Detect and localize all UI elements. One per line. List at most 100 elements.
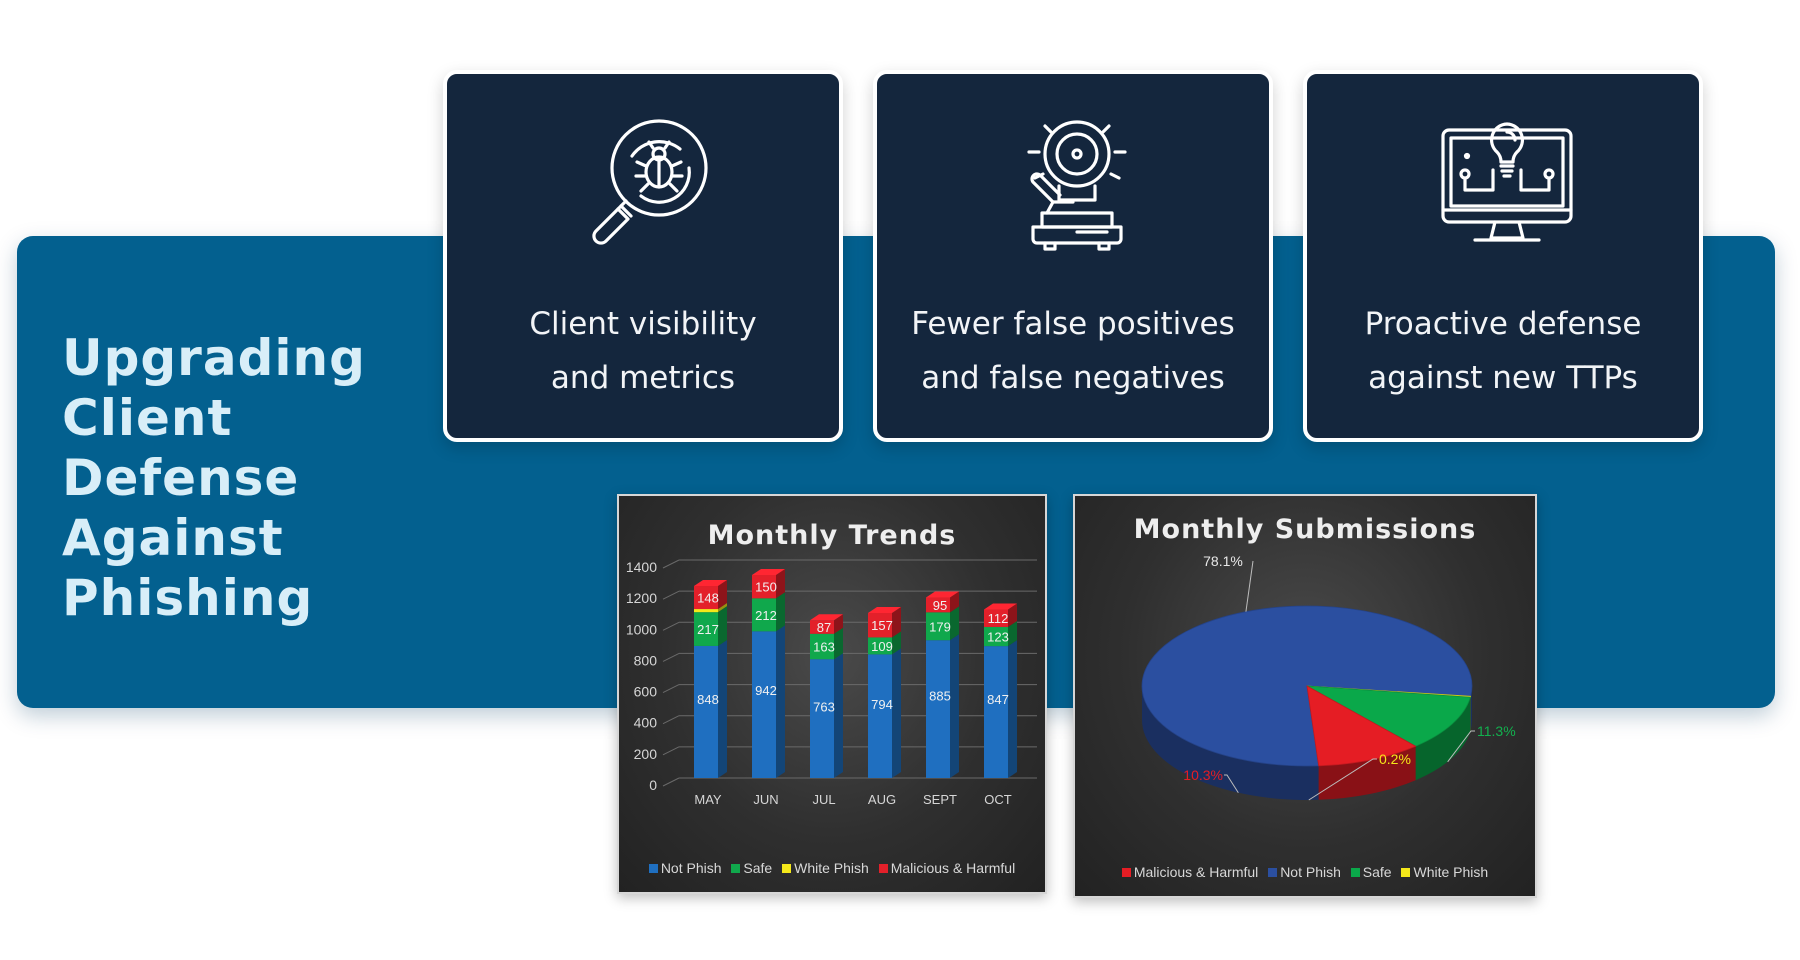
gridline-depth [662,715,680,725]
gridline-depth [662,777,680,787]
feature-card-visibility: Client visibility and metrics [443,70,843,442]
bar-segment-side [834,614,843,634]
bar-segment-side [892,606,901,638]
headline-line: Against [62,509,284,567]
pie-slice-side [1470,686,1472,731]
y-tick-label: 0 [649,777,657,793]
legend-swatch [782,864,792,873]
pie-data-label: 10.3% [1183,767,1223,783]
y-tick-label: 800 [634,652,658,668]
card-title-line1: Fewer false positives [911,306,1235,342]
headline-line: Upgrading [62,329,366,387]
x-tick-label: OCT [984,792,1012,807]
legend-item: Safe [731,860,772,876]
alarm-bell-icon [1027,120,1127,251]
bar-top-face [926,591,959,598]
bar-segment-side [892,631,901,655]
legend-item: Not Phish [648,860,722,876]
y-tick-label: 1200 [626,590,657,606]
data-label: 87 [817,620,831,635]
bar-segment-side [892,648,901,778]
gridline-depth [662,684,680,694]
x-tick-label: MAY [694,792,722,807]
bar-segment-front [810,659,834,778]
gridline-depth [662,746,680,756]
bar-segment-front [984,609,1008,627]
bar-segment-side [718,580,727,610]
bar-top-face [984,603,1017,610]
data-label: 212 [755,608,777,623]
bar-segment-side [950,634,959,778]
bar-segment-front [984,626,1008,647]
card-title-line2: and metrics [550,360,736,396]
pie-data-label: 0.2% [1379,751,1411,767]
x-tick-label: AUG [868,792,896,807]
pie-slice [1306,685,1471,747]
gridline-depth [662,559,680,569]
bar-segment-front [694,609,718,613]
y-tick-label: 1000 [626,621,657,637]
bar-segment-side [834,627,843,660]
bar-segment-front [694,586,718,610]
bar-segment-front [926,640,950,778]
gridline-depth [662,652,680,662]
bar-top-face [752,568,785,575]
headline-line: Phishing [62,569,314,627]
pie-leader-line [1308,758,1377,801]
pie-leader-line [1224,774,1239,794]
y-tick-label: 400 [634,715,658,731]
data-label: 885 [929,688,951,703]
pie-chart-legend: Malicious & Harmful Not Phish Safe White… [1075,864,1535,880]
legend-item: Safe [1350,864,1392,880]
bar-top-face [694,580,727,587]
bar-segment-front [868,637,892,655]
data-label: 157 [871,618,893,633]
bar-segment-side [776,568,785,599]
magnifier-bug-icon [592,119,708,245]
monthly-trends-chart: Monthly Trends 0 200 400 600 800 1000 1200 1400… [617,494,1047,894]
data-label: 109 [871,639,893,654]
bar-chart-legend: Not Phish Safe White Phish Malicious & H… [619,860,1045,876]
pie-slice [1141,605,1473,767]
card-title-line1: Client visibility [529,306,757,342]
data-label: 847 [987,692,1009,707]
legend-item: White Phish [782,860,869,876]
data-label: 179 [929,619,951,634]
bar-segment-side [718,603,727,613]
bar-segment-front [926,597,950,613]
data-label: 848 [697,692,719,707]
legend-swatch [648,864,658,873]
chart-title: Monthly Trends [707,520,957,551]
page-headline: Upgrading Client Defense Against Phishin… [62,328,422,628]
bar-segment-side [776,592,785,632]
data-label: 942 [755,683,777,698]
data-label: 123 [987,630,1009,645]
feature-card-proactive: Proactive defense against new TTPs [1303,70,1703,442]
bar-segment-side [1008,603,1017,627]
bar-segment-side [1008,640,1017,778]
legend-label: Malicious & Harmful [890,860,1016,876]
bar-segment-front [868,612,892,638]
legend-swatch [1350,868,1360,877]
card-title-line2: against new TTPs [1368,360,1638,396]
bar-segment-side [718,606,727,646]
pie-data-label: 11.3% [1477,723,1516,739]
legend-swatch [878,864,888,873]
bar-segment-front [752,574,776,599]
legend-label: Not Phish [660,860,722,876]
data-label: 112 [988,611,1009,626]
bar-segment-front [752,631,776,778]
bar-segment-front [810,633,834,660]
card-title-line1: Proactive defense [1364,306,1642,342]
y-tick-label: 1400 [626,559,657,575]
legend-item: Malicious & Harmful [878,860,1016,876]
pie-slice-side [1318,746,1416,800]
gridline-depth [662,590,680,600]
bar-segment-front [694,645,718,778]
bar-segment-side [776,625,785,778]
legend-item: Not Phish [1268,864,1341,880]
chart-title: Monthly Submissions [1133,514,1477,545]
legend-label: Not Phish [1280,864,1341,880]
card-title-line2: and false negatives [921,360,1225,396]
legend-swatch [731,864,741,873]
